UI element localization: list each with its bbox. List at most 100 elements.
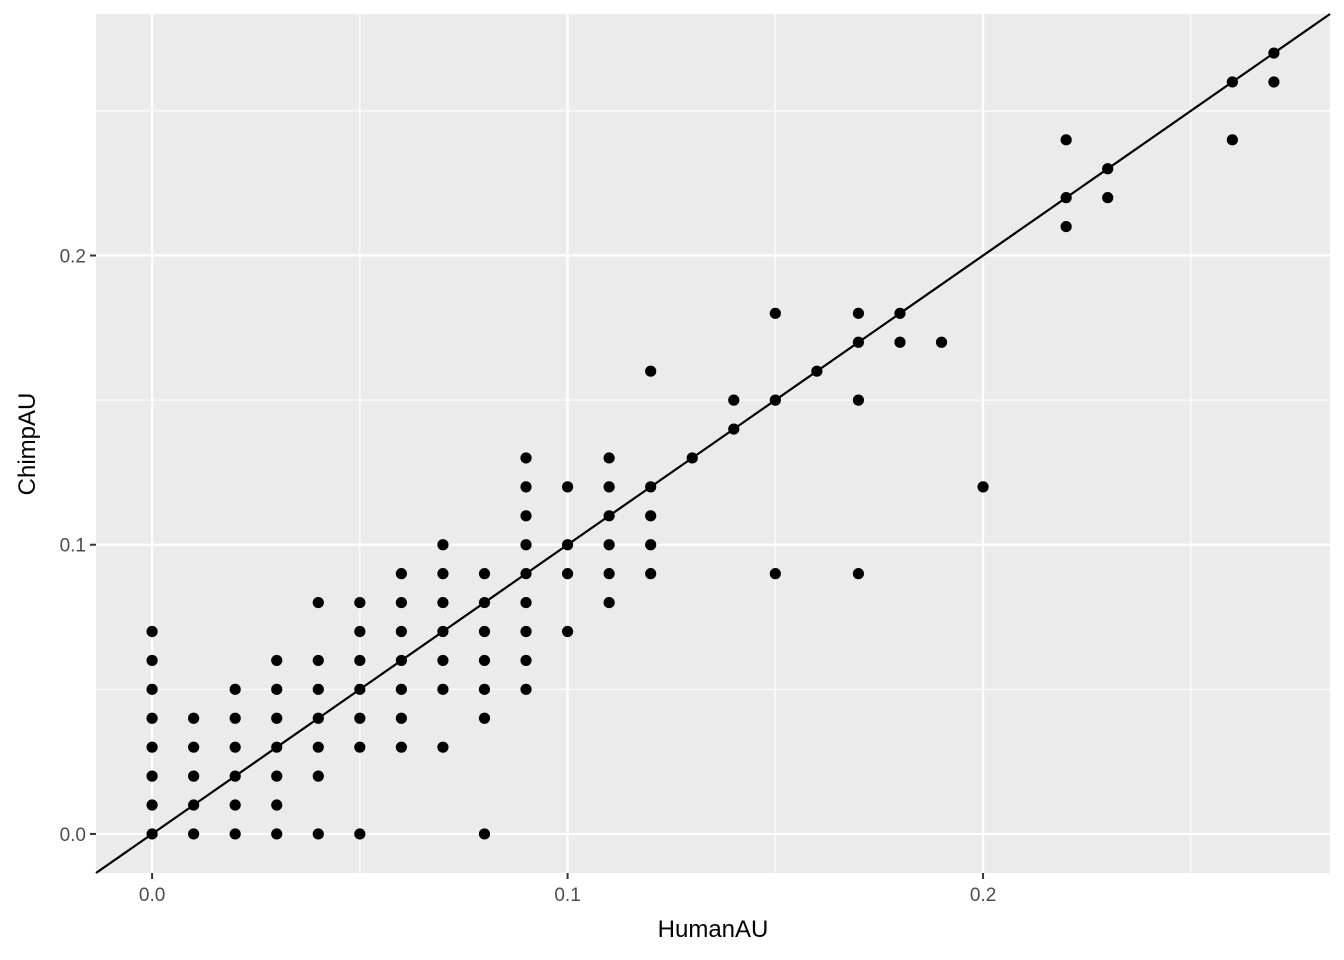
- y-axis-ticks: 0.0 0.1 0.2: [60, 247, 96, 846]
- data-point: [229, 741, 241, 753]
- data-point: [852, 394, 865, 406]
- data-point: [852, 568, 865, 580]
- data-point: [312, 683, 324, 695]
- data-point: [645, 510, 657, 522]
- data-point: [520, 510, 532, 522]
- data-point: [271, 741, 283, 753]
- data-point: [603, 452, 615, 464]
- y-tick-label: 0.1: [60, 536, 86, 557]
- data-point: [437, 539, 449, 551]
- data-point: [1060, 134, 1072, 146]
- data-point: [520, 452, 532, 464]
- data-point: [603, 481, 615, 493]
- data-point: [1226, 134, 1238, 146]
- data-point: [561, 481, 574, 493]
- data-point: [437, 596, 449, 609]
- data-point: [520, 683, 532, 695]
- data-point: [520, 481, 532, 493]
- data-point: [894, 307, 906, 319]
- x-tick-label: 0.1: [554, 885, 580, 906]
- data-point: [603, 596, 615, 609]
- minor-gridlines: [96, 14, 1330, 873]
- data-point: [395, 741, 407, 753]
- data-point: [437, 683, 449, 695]
- data-point: [603, 510, 615, 522]
- data-point: [271, 654, 283, 667]
- data-point: [603, 539, 615, 551]
- data-point: [977, 481, 989, 493]
- data-point: [271, 828, 283, 840]
- data-point: [686, 452, 698, 464]
- data-point: [354, 683, 366, 695]
- data-point: [1268, 76, 1280, 88]
- data-point: [312, 712, 324, 724]
- y-tick-label: 0.2: [60, 247, 86, 268]
- data-point: [146, 712, 158, 724]
- data-point: [1226, 76, 1238, 88]
- data-point: [520, 654, 532, 667]
- data-point: [728, 394, 740, 406]
- data-point: [146, 828, 158, 840]
- data-point: [1060, 220, 1072, 233]
- data-point: [478, 712, 491, 724]
- data-point: [645, 568, 657, 580]
- data-point: [354, 625, 366, 638]
- data-point: [395, 712, 407, 724]
- data-point: [188, 741, 200, 753]
- data-point: [354, 712, 366, 724]
- data-point: [312, 596, 324, 609]
- data-point: [271, 683, 283, 695]
- data-point: [271, 770, 283, 782]
- data-point: [229, 712, 241, 724]
- data-point: [437, 654, 449, 667]
- data-point: [645, 365, 657, 377]
- identity-line-group: [95, 13, 1331, 874]
- data-point: [188, 770, 200, 782]
- data-point: [852, 307, 865, 319]
- data-point: [437, 625, 449, 638]
- data-point: [478, 568, 491, 580]
- data-point: [188, 712, 200, 724]
- data-point: [312, 770, 324, 782]
- data-point: [395, 683, 407, 695]
- data-point: [312, 741, 324, 753]
- data-point: [354, 596, 366, 609]
- data-point: [811, 365, 823, 377]
- data-point: [354, 654, 366, 667]
- data-point: [146, 741, 158, 753]
- y-axis-title: ChimpAU: [14, 393, 41, 496]
- data-point: [229, 828, 241, 840]
- data-point: [603, 568, 615, 580]
- data-point: [894, 336, 906, 348]
- data-point: [146, 799, 158, 811]
- data-point: [561, 539, 574, 551]
- data-point: [561, 625, 574, 638]
- data-point: [395, 596, 407, 609]
- major-gridlines: [96, 14, 1330, 873]
- data-point: [146, 625, 158, 638]
- data-point: [229, 683, 241, 695]
- x-tick-label: 0.0: [139, 885, 165, 906]
- data-point: [271, 712, 283, 724]
- data-point: [312, 828, 324, 840]
- data-point: [520, 539, 532, 551]
- data-point: [229, 770, 241, 782]
- data-point: [478, 654, 491, 667]
- data-point: [271, 799, 283, 811]
- data-point: [354, 741, 366, 753]
- data-point: [146, 770, 158, 782]
- data-point: [478, 683, 491, 695]
- data-point: [769, 394, 781, 406]
- y-tick-label: 0.0: [60, 825, 86, 846]
- data-point: [645, 539, 657, 551]
- data-point: [478, 625, 491, 638]
- data-point: [188, 828, 200, 840]
- data-point: [146, 683, 158, 695]
- data-point: [188, 799, 200, 811]
- data-point: [395, 625, 407, 638]
- data-points: [146, 47, 1280, 840]
- data-point: [478, 828, 491, 840]
- data-point: [728, 423, 740, 435]
- data-point: [354, 828, 366, 840]
